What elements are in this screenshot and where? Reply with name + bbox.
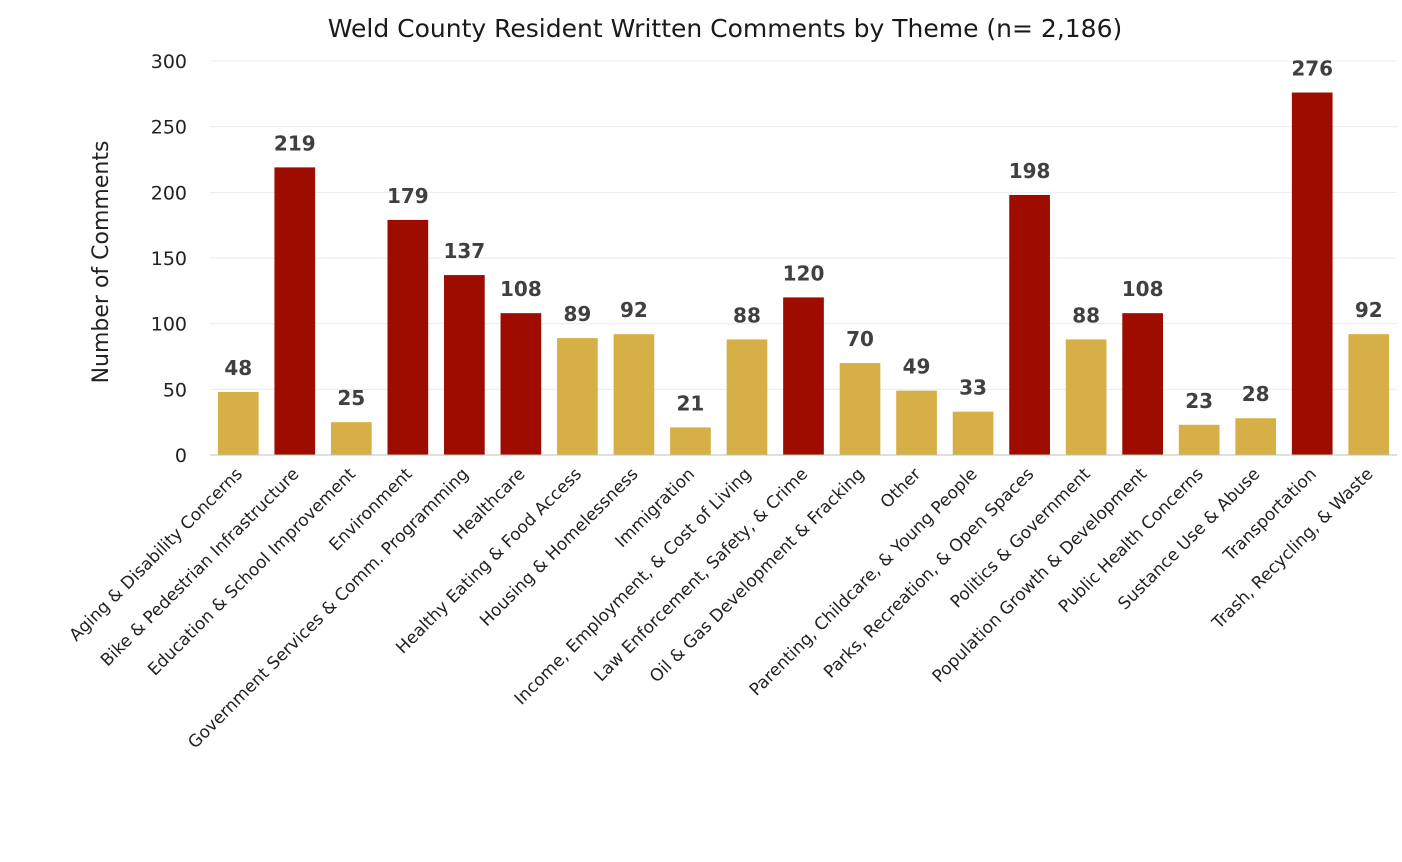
x-tick-label: Parks, Recreation, & Open Spaces: [820, 464, 1038, 682]
data-label: 88: [1072, 303, 1100, 327]
data-label: 28: [1242, 382, 1270, 406]
x-tick-label: Other: [877, 464, 925, 512]
data-label: 23: [1185, 389, 1213, 413]
x-tick-label: Bike & Pedestrian Infrastructure: [97, 464, 303, 670]
y-tick-label: 300: [151, 51, 187, 73]
y-tick-label: 150: [151, 248, 187, 270]
data-label: 108: [500, 277, 542, 301]
bar: [1065, 339, 1107, 455]
data-label: 219: [274, 131, 316, 155]
bar: [783, 297, 824, 455]
data-labels: 48 219 25 179 137 108 89 92 21 88 120 70 49 33 198 88 10…: [224, 57, 1382, 416]
data-label: 92: [1355, 298, 1383, 322]
bar: [726, 339, 768, 455]
y-tick-label: 250: [151, 117, 187, 139]
data-label: 179: [387, 184, 429, 208]
y-tick-label: 200: [151, 182, 187, 204]
data-label: 108: [1122, 277, 1164, 301]
data-label: 70: [846, 327, 874, 351]
chart-title: Weld County Resident Written Comments by…: [328, 14, 1122, 43]
bar: [500, 313, 542, 455]
bar: [613, 334, 655, 455]
y-tick-label: 0: [175, 445, 187, 467]
bar: [330, 422, 372, 455]
bar: [952, 411, 994, 455]
x-tick-label: Education & School Improvement: [144, 464, 360, 680]
data-label: 88: [733, 303, 761, 327]
data-label: 21: [677, 391, 705, 415]
bar: [1009, 194, 1050, 455]
bar: [387, 219, 429, 455]
data-label: 33: [959, 376, 987, 400]
bars: [217, 92, 1390, 456]
data-label: 198: [1009, 159, 1051, 183]
data-label: 92: [620, 298, 648, 322]
data-label: 25: [337, 386, 365, 410]
data-label: 89: [563, 302, 591, 326]
y-axis-label: Number of Comments: [89, 141, 114, 384]
bar: [217, 391, 259, 455]
bar: [557, 338, 598, 455]
data-label: 48: [224, 356, 252, 380]
y-tick-label: 100: [151, 314, 187, 336]
bar: [1178, 424, 1220, 455]
y-tick-label: 50: [163, 379, 187, 401]
y-axis-ticks: 0 50 100 150 200 250 300: [151, 51, 187, 467]
bar: [1348, 334, 1390, 455]
bar: [1122, 313, 1163, 455]
data-label: 276: [1291, 57, 1333, 81]
bar: [839, 363, 881, 455]
bar: [274, 167, 316, 455]
bar: [896, 390, 937, 455]
data-label: 137: [443, 239, 485, 263]
data-label: 49: [903, 355, 931, 379]
bar: [1235, 418, 1277, 455]
data-label: 120: [783, 261, 825, 285]
bar: [670, 427, 711, 455]
bar: [444, 275, 485, 455]
bar: [1291, 92, 1333, 456]
